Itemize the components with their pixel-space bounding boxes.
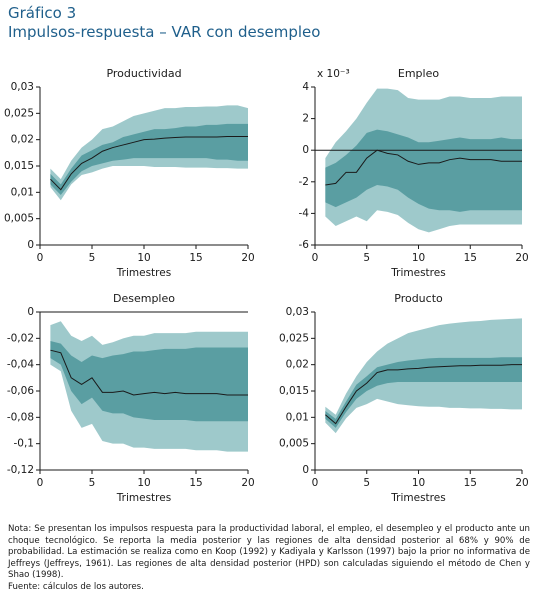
x-tick-label: 5	[89, 477, 96, 489]
note-block: Nota: Se presentan los impulsos respuest…	[8, 524, 530, 593]
chart: Productividad 0 0,005 0,01 0,015 0,02 0,025 0,0…	[4, 67, 255, 279]
x-tick-label: 0	[37, 477, 44, 489]
x-tick-label: 20	[515, 477, 528, 489]
y-tick-label: 0,03	[286, 306, 309, 318]
header: Gráfico 3 Impulsos-respuesta – VAR con d…	[8, 4, 320, 42]
x-tick-label: 0	[312, 477, 319, 489]
y-tick-label: -0,04	[7, 359, 34, 371]
chart-title: Productividad	[106, 67, 181, 80]
charts: Productividad00,0050,010,0150,020,0250,0…	[4, 67, 529, 504]
median-line	[325, 364, 522, 425]
y-tick-label: 0,005	[4, 213, 34, 225]
x-tick-label: 15	[189, 252, 202, 264]
band	[50, 123, 249, 195]
chart: Empleo x 10⁻³ -6 -4 -2 0 2 4 0 5 10 15 20 Trimestres	[299, 67, 529, 279]
y-tick-label: 0	[27, 306, 34, 318]
y-tick-label: -0,02	[7, 332, 34, 344]
x-tick-label: 0	[312, 252, 319, 264]
x-axis-label: Trimestres	[390, 267, 445, 279]
x-tick-label: 15	[464, 477, 477, 489]
chart: Producto 0 0,005 0,01 0,015 0,02 0,025 0,03 0 5 10…	[279, 292, 529, 504]
y-tick-label: 2	[302, 113, 309, 125]
y-tick-label: 0,01	[11, 186, 34, 198]
band	[50, 340, 249, 422]
y-tick-label: 0,02	[11, 134, 34, 146]
y-tick-label: -2	[299, 176, 309, 188]
source: Fuente: cálculos de los autores.	[8, 581, 144, 592]
chart-title: Producto	[394, 292, 443, 305]
y-tick-label: 0,015	[279, 385, 309, 397]
x-tick-label: 10	[412, 252, 425, 264]
y-tick-label: -6	[299, 239, 310, 251]
axis-multiplier: x 10⁻³	[317, 68, 350, 80]
y-tick-label: 0,02	[286, 359, 309, 371]
figure-title: Gráfico 3	[8, 4, 77, 22]
x-tick-label: 20	[241, 252, 254, 264]
note: Nota: Se presentan los impulsos respuest…	[8, 524, 530, 580]
y-tick-label: 0,025	[4, 107, 34, 119]
x-tick-label: 5	[363, 477, 370, 489]
y-tick-label: -4	[299, 207, 310, 219]
x-tick-label: 15	[464, 252, 477, 264]
median-line	[50, 349, 248, 396]
y-tick-label: 0,015	[4, 160, 34, 172]
x-tick-label: 20	[515, 252, 528, 264]
x-axis-label: Trimestres	[390, 492, 445, 504]
y-tick-label: 4	[302, 81, 309, 93]
x-tick-label: 10	[137, 477, 150, 489]
y-tick-label: -0,08	[7, 411, 34, 423]
chart-title: Desempleo	[113, 292, 175, 305]
x-axis-label: Trimestres	[116, 267, 171, 279]
y-tick-label: 0,01	[286, 411, 309, 423]
y-tick-label: 0	[302, 464, 309, 476]
x-tick-label: 15	[189, 477, 202, 489]
figure-subtitle: Impulsos-respuesta – VAR con desempleo	[8, 23, 321, 41]
x-axis-label: Trimestres	[116, 492, 171, 504]
x-tick-label: 0	[37, 252, 44, 264]
x-tick-label: 5	[363, 252, 370, 264]
x-tick-label: 20	[241, 477, 254, 489]
chart-title: Empleo	[398, 67, 439, 80]
y-tick-label: 0,025	[279, 332, 309, 344]
chart: Desempleo -0,12 -0,1 -0,08 -0,06 -0,04 -0,02 0 0…	[7, 292, 255, 504]
median-line	[325, 149, 522, 186]
x-tick-label: 10	[412, 477, 425, 489]
y-tick-label: -0,12	[7, 464, 34, 476]
x-tick-label: 5	[89, 252, 96, 264]
y-tick-label: 0	[27, 239, 34, 251]
median-line	[50, 136, 248, 191]
y-tick-label: 0,005	[279, 438, 309, 450]
y-tick-label: 0	[302, 144, 309, 156]
y-tick-label: -0,06	[7, 385, 34, 397]
y-tick-label: 0,03	[11, 81, 34, 93]
x-tick-label: 10	[137, 252, 150, 264]
y-tick-label: -0,1	[14, 438, 35, 450]
